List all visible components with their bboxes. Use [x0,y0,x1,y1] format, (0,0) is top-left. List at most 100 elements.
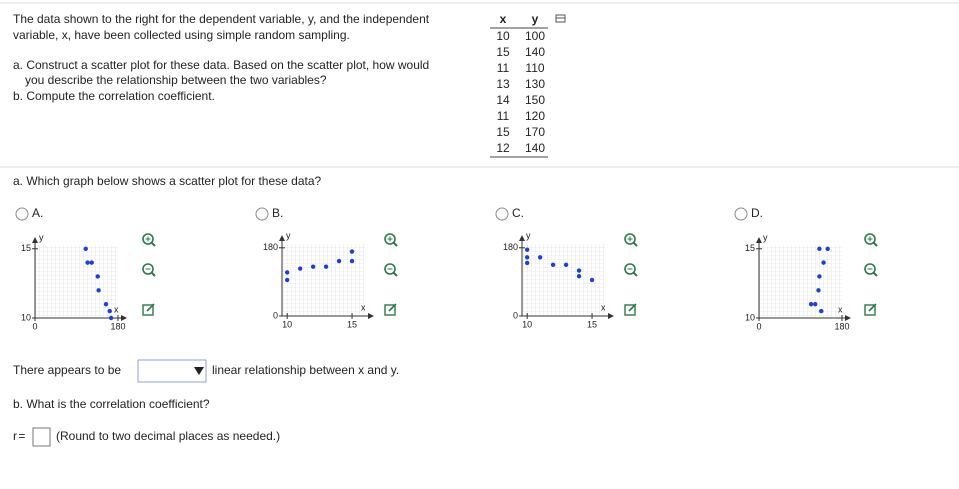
table-cell: 140 [525,45,545,59]
icon-lens [142,233,154,245]
icon-handle [632,271,638,277]
scatter-point [813,301,818,307]
scatter-point [107,308,112,314]
y-tick-label: 15 [21,243,31,253]
x-axis-label: x [601,302,606,312]
option[interactable]: A. x y 0 180 10 15 [15,206,127,331]
zoom-in-button[interactable] [142,233,156,247]
scatter-point [817,274,822,279]
zoom-in-button[interactable] [864,233,878,247]
scatter-point [310,264,316,269]
x-tick-label: 180 [834,321,849,331]
scatter-point [817,246,822,251]
table-cell: 13 [496,77,510,91]
zoom-out-button[interactable] [864,263,878,277]
sentence-end: linear relationship between x and y. [212,363,399,377]
scatter-point [537,255,543,260]
y-axis-label: y [286,230,291,240]
scatter-point [349,258,355,264]
option[interactable]: C. x y 10 15 0 180 [495,206,614,329]
option-label: B. [272,206,283,220]
zoom-in-button[interactable] [384,233,398,247]
scatter-point [349,249,355,254]
option[interactable]: B. x y 10 15 0 180 [255,206,374,329]
icon-box [864,304,876,316]
intro-text: variable, x, have been collected using s… [13,28,350,42]
icon-lens [864,233,876,245]
relationship-dropdown[interactable] [137,359,207,383]
zoom-in-button[interactable] [624,233,638,247]
y-tick-label: 0 [273,310,278,320]
dropdown-arrow [194,367,204,375]
icon-arrow [628,303,637,312]
table-cell: 15 [496,125,510,139]
radio-button[interactable] [15,207,29,221]
radio-button[interactable] [255,207,269,221]
scatter-point [563,262,569,268]
pop-out-button[interactable] [142,303,155,316]
zoom-out-button[interactable] [384,263,398,277]
icon-box [384,304,396,316]
scatter-point [323,264,329,269]
radio-button[interactable] [734,207,748,221]
scatter-point [821,260,826,265]
plot-area [35,246,118,318]
icon-handle [150,271,156,277]
table-cell: 12 [496,141,510,155]
plot-area [759,246,842,318]
zoom-out-button[interactable] [624,263,638,277]
option[interactable]: D. x y 0 180 10 15 [734,206,851,331]
icon-lens [384,263,396,275]
scatter-point [524,247,530,252]
pop-out-button[interactable] [384,303,397,316]
part-b-prompt: b. What is the correlation coefficient? [13,397,210,411]
copy-icon[interactable] [555,14,566,23]
scatter-point [108,315,114,321]
scatter-point [85,260,90,265]
option-label: D. [751,206,763,220]
x-tick-label: 15 [587,319,597,329]
scatter-point [284,270,290,275]
scatter-point [336,258,342,264]
y-axis-label: y [526,230,531,240]
radio-button[interactable] [495,207,509,221]
y-tick-label: 0 [513,310,518,320]
scatter-point [825,246,830,251]
table-cell: 14 [496,93,510,107]
x-axis-label: x [114,304,119,314]
icon-handle [392,241,398,247]
table-cell: 110 [525,61,544,75]
part-a-text: you describe the relationship between th… [25,73,327,87]
sentence-start: There appears to be [13,363,121,377]
scatter-point [808,301,814,307]
r-input[interactable] [32,427,51,447]
table-cell: 10 [496,29,510,43]
icon-handle [872,241,878,247]
icon-box [142,304,154,316]
dropdown-box[interactable] [137,359,207,383]
table-cell: 140 [525,141,545,155]
y-tick-label: 10 [745,312,755,322]
option-label: C. [512,206,524,220]
part-b-text: b. Compute the correlation coefficient. [13,89,215,103]
y-tick-label: 10 [21,312,31,322]
icon-lens [624,263,636,275]
x-axis-label: x [361,302,366,312]
scatter-point [284,277,290,283]
scatter-point [524,255,530,260]
zoom-out-button[interactable] [142,263,156,277]
scatter-point [550,262,556,268]
table-cell: 120 [525,109,545,123]
part-a-prompt: a. Which graph below shows a scatter plo… [13,174,321,188]
scatter-point [576,274,582,279]
scatter-point [103,301,109,307]
option-label: A. [32,206,43,220]
pop-out-button[interactable] [864,303,877,316]
scatter-point [524,260,530,266]
icon-handle [872,271,878,277]
pop-out-button[interactable] [624,303,637,316]
y-tick-label: 180 [503,242,518,252]
table-cell: 15 [496,45,510,59]
scatter-point [589,277,595,283]
